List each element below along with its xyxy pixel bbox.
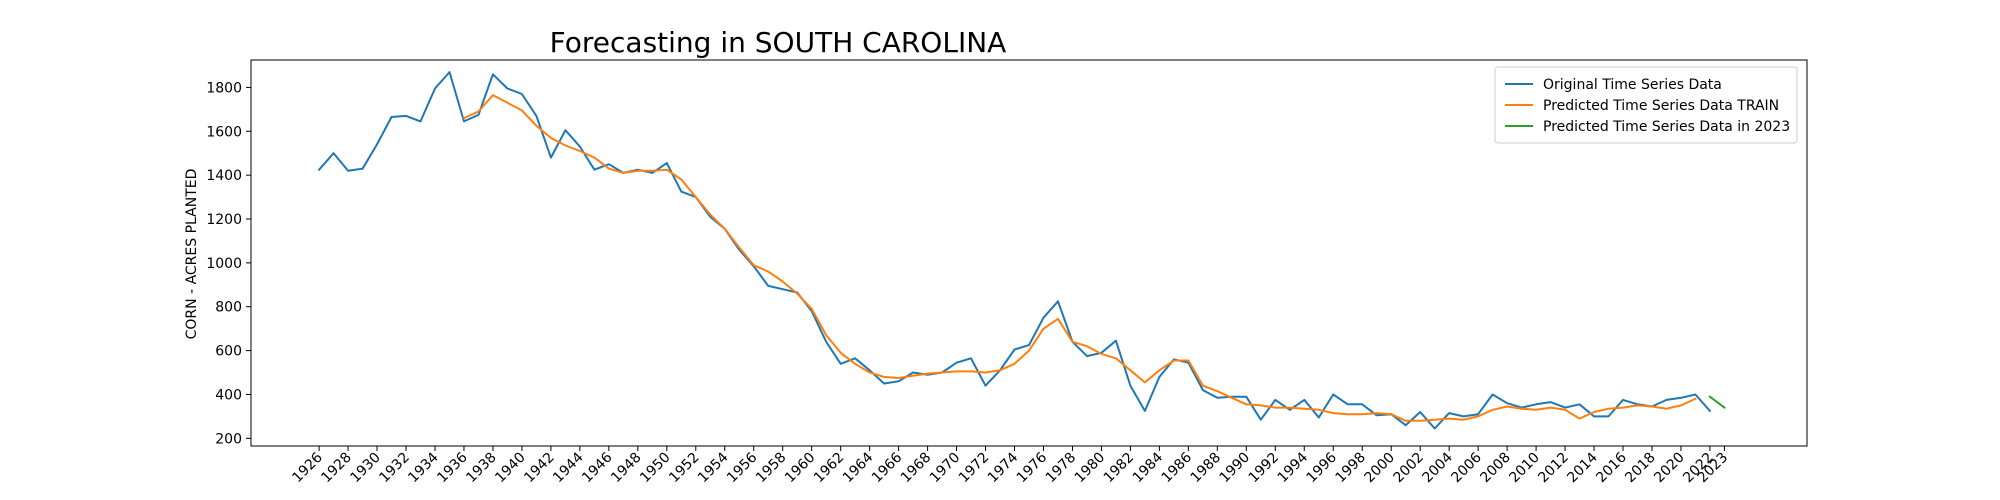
series-line-1 <box>317 71 1712 430</box>
y-tick-label: 1000 <box>206 256 242 272</box>
y-tick-label: 800 <box>215 300 242 316</box>
series-line-2 <box>462 94 1697 422</box>
y-tick-label: 1200 <box>206 212 242 228</box>
plot-frame <box>250 59 1808 447</box>
legend-box <box>1494 66 1798 144</box>
y-tick-label: 1400 <box>206 168 242 184</box>
legend-label-3: Predicted Time Series Data in 2023 <box>1543 119 1790 135</box>
y-tick-label: 600 <box>215 344 242 360</box>
y-tick-label: 400 <box>215 387 242 403</box>
legend-label-1: Original Time Series Data <box>1543 77 1722 93</box>
legend-label-2: Predicted Time Series Data TRAIN <box>1543 98 1779 114</box>
y-tick-label: 1800 <box>206 80 242 96</box>
y-tick-label: 1600 <box>206 124 242 140</box>
chart-title: Forecasting in SOUTH CAROLINA <box>550 26 1007 59</box>
y-axis: 200 400 600 800 1000 1200 1400 1600 1800 <box>206 80 251 447</box>
y-tick-label: 200 <box>215 431 242 447</box>
legend: Original Time Series Data Predicted Time … <box>1494 66 1798 144</box>
y-axis-label: CORN - ACRES PLANTED <box>184 169 200 340</box>
series-line-3 <box>1708 395 1726 410</box>
plot-area <box>250 59 1808 447</box>
